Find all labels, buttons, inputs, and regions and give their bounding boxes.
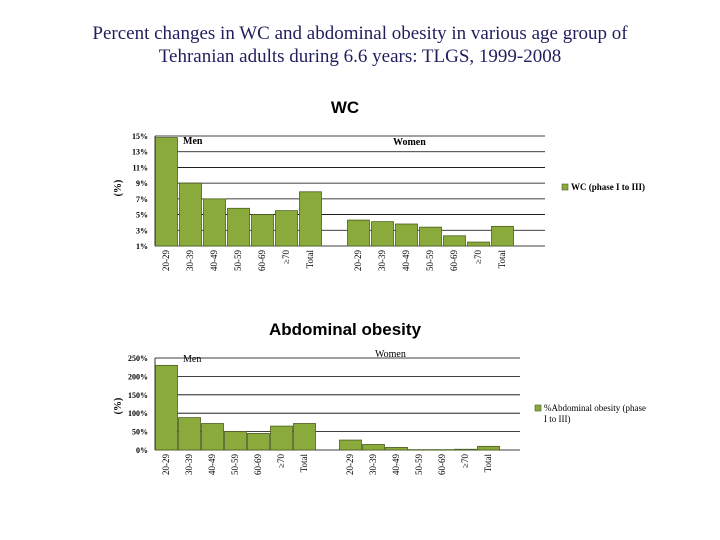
- category-label-0-1: 30-39: [185, 250, 195, 271]
- bar-0-0: [155, 137, 178, 247]
- category-label-1-4: 60-69: [253, 454, 263, 475]
- y-tick-label-1-3: 100%: [128, 409, 148, 418]
- bar-1-10: [385, 447, 408, 451]
- group-label-0-1: Women: [393, 137, 426, 148]
- legend-label-1: %Abdominal obesity (phase I to III): [544, 403, 646, 424]
- bar-1-3: [224, 431, 247, 451]
- category-label-1-6: Total: [299, 454, 309, 473]
- bar-1-8: [339, 439, 362, 451]
- category-label-1-12: ≥70: [460, 454, 470, 468]
- y-tick-label-0-5: 5%: [136, 211, 148, 220]
- category-label-0-4: 60-69: [257, 250, 267, 271]
- bar-0-5: [275, 210, 298, 247]
- main-title-line-2: Tehranian adults during 6.6 years: TLGS,…: [158, 46, 562, 67]
- y-tick-label-0-7: 1%: [136, 242, 148, 251]
- category-label-0-10: 50-59: [425, 250, 435, 271]
- bar-0-6: [299, 191, 322, 247]
- bar-1-9: [362, 444, 385, 451]
- bar-1-14: [477, 445, 500, 451]
- y-tick-label-1-4: 50%: [132, 428, 148, 437]
- category-label-0-0: 20-29: [161, 250, 171, 271]
- bar-0-12: [443, 235, 466, 247]
- category-label-0-8: 30-39: [377, 250, 387, 271]
- y-axis-label-0: (%): [113, 180, 124, 197]
- category-label-1-10: 50-59: [414, 454, 424, 475]
- group-label-0-0: Men: [183, 136, 203, 147]
- category-label-1-7: 20-29: [345, 454, 355, 475]
- bar-0-1: [179, 182, 202, 247]
- abdominal-obesity-chart-title: Abdominal obesity: [268, 320, 422, 339]
- category-label-0-11: 60-69: [449, 250, 459, 271]
- bar-0-2: [203, 198, 226, 247]
- group-label-1-0: Men: [183, 354, 201, 365]
- category-label-1-9: 40-49: [391, 454, 401, 475]
- category-label-0-2: 40-49: [209, 250, 219, 271]
- category-label-0-3: 50-59: [233, 250, 243, 271]
- y-tick-label-1-1: 200%: [128, 372, 148, 381]
- category-label-1-13: Total: [483, 454, 493, 473]
- y-tick-label-0-4: 7%: [136, 195, 148, 204]
- legend-swatch-1: [534, 404, 542, 412]
- bar-0-4: [251, 214, 274, 247]
- category-label-1-1: 30-39: [184, 454, 194, 475]
- y-tick-label-0-0: 15%: [132, 132, 148, 141]
- y-tick-label-1-5: 0%: [136, 446, 148, 455]
- category-label-0-9: 40-49: [401, 250, 411, 271]
- legend-label-0: WC (phase I to III): [571, 182, 645, 192]
- y-tick-label-0-6: 3%: [136, 226, 148, 235]
- category-label-0-6: Total: [305, 250, 315, 269]
- wc-chart-title: WC: [330, 98, 360, 117]
- y-tick-label-1-2: 150%: [128, 391, 148, 400]
- y-tick-label-1-0: 250%: [128, 354, 148, 363]
- category-label-0-12: ≥70: [473, 250, 483, 264]
- bar-0-8: [347, 219, 370, 247]
- category-label-1-3: 50-59: [230, 454, 240, 475]
- legend-swatch-0: [561, 183, 569, 191]
- bar-0-9: [371, 221, 394, 247]
- category-label-1-11: 60-69: [437, 454, 447, 475]
- category-label-1-2: 40-49: [207, 454, 217, 475]
- category-label-1-5: ≥70: [276, 454, 286, 468]
- category-label-0-5: ≥70: [281, 250, 291, 264]
- main-title: Percent changes in WC and abdominal obes…: [0, 22, 720, 68]
- y-tick-label-0-1: 13%: [132, 148, 148, 157]
- bar-1-2: [201, 423, 224, 451]
- y-axis-label-1: (%): [113, 398, 124, 415]
- bar-1-4: [247, 433, 270, 451]
- category-label-0-7: 20-29: [353, 250, 363, 271]
- main-title-line-1: Percent changes in WC and abdominal obes…: [92, 23, 628, 44]
- y-tick-label-0-3: 9%: [136, 179, 148, 188]
- bar-1-13: [454, 448, 477, 451]
- bar-0-13: [467, 241, 490, 247]
- category-label-1-8: 30-39: [368, 454, 378, 475]
- bar-1-6: [293, 423, 316, 451]
- bar-1-1: [178, 417, 201, 451]
- category-label-1-0: 20-29: [161, 454, 171, 475]
- bar-0-10: [395, 223, 418, 247]
- bar-0-11: [419, 226, 442, 247]
- bar-1-5: [270, 425, 293, 451]
- category-label-0-13: Total: [497, 250, 507, 269]
- bar-1-0: [155, 364, 178, 451]
- bar-0-14: [491, 225, 514, 247]
- group-label-1-1: Women: [375, 349, 406, 360]
- y-tick-label-0-2: 11%: [132, 163, 148, 172]
- bar-0-3: [227, 207, 250, 247]
